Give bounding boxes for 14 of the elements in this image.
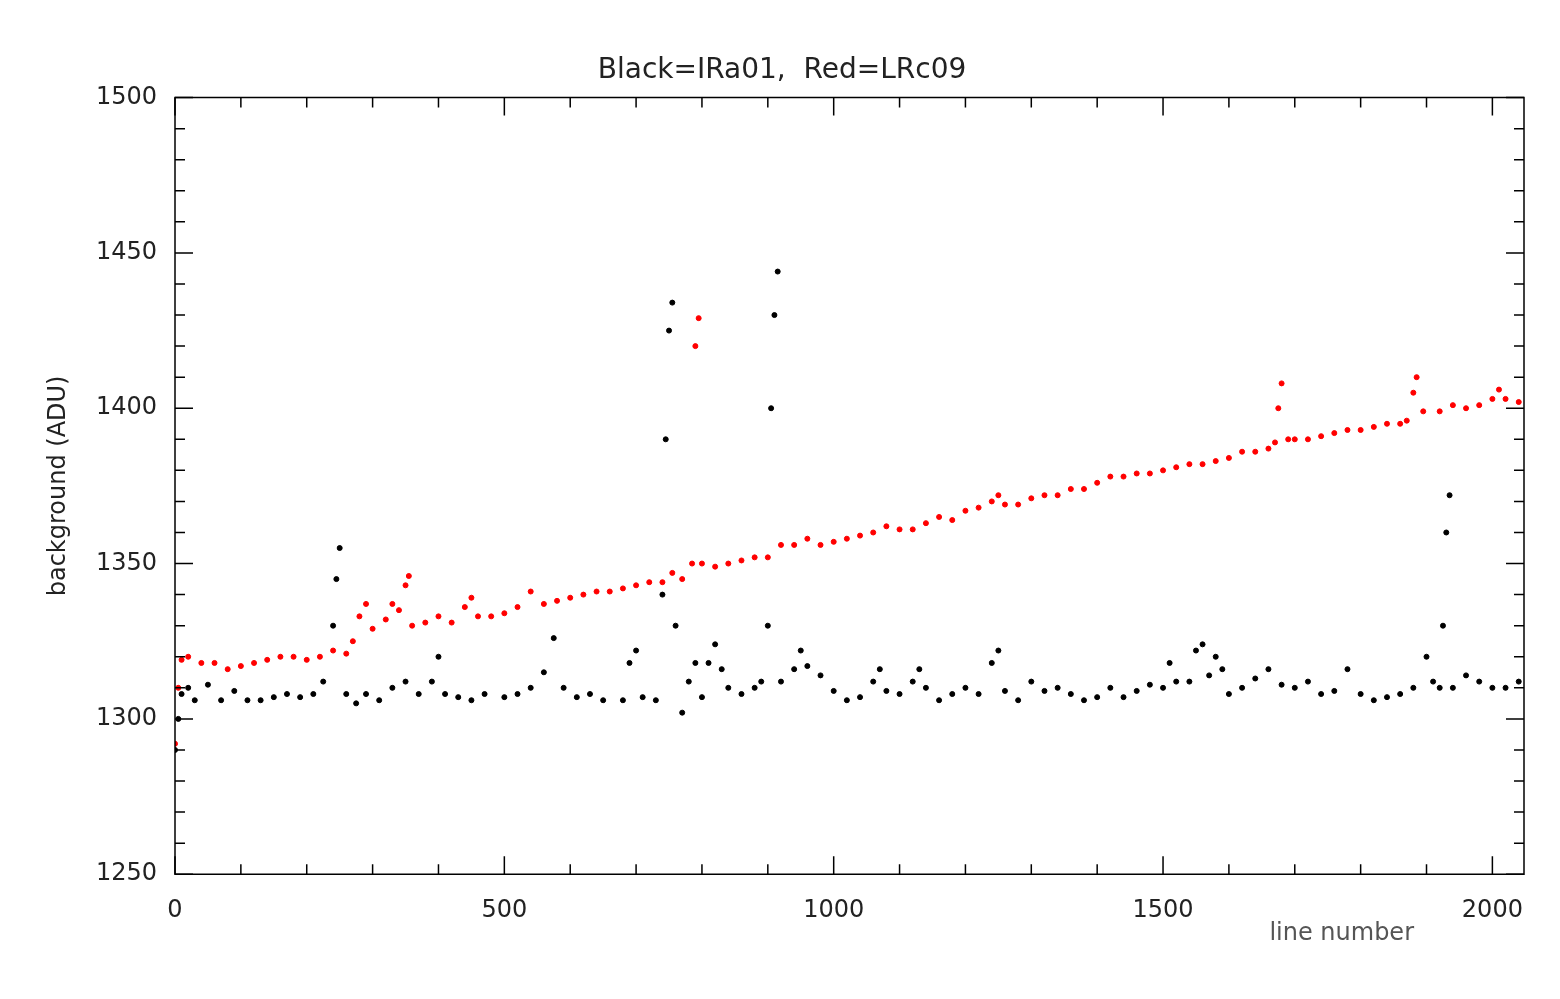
y-axis-title: background (ADU) [42, 375, 71, 597]
x-tick-label: 1000 [803, 894, 865, 923]
x-axis-title: line number [1269, 918, 1415, 947]
chart-title: Black=IRa01, Red=LRc09 [597, 52, 967, 86]
y-tick-label: 1300 [95, 703, 157, 732]
y-tick-label: 1500 [95, 81, 157, 110]
x-tick-label: 0 [167, 894, 183, 923]
x-tick-label: 500 [481, 894, 528, 923]
y-tick-label: 1400 [95, 392, 157, 421]
y-tick-label: 1250 [95, 858, 157, 887]
y-tick-label: 1450 [95, 237, 157, 266]
x-tick-label: 1500 [1132, 894, 1194, 923]
y-tick-label: 1350 [95, 547, 157, 576]
x-tick-label: 2000 [1461, 894, 1523, 923]
